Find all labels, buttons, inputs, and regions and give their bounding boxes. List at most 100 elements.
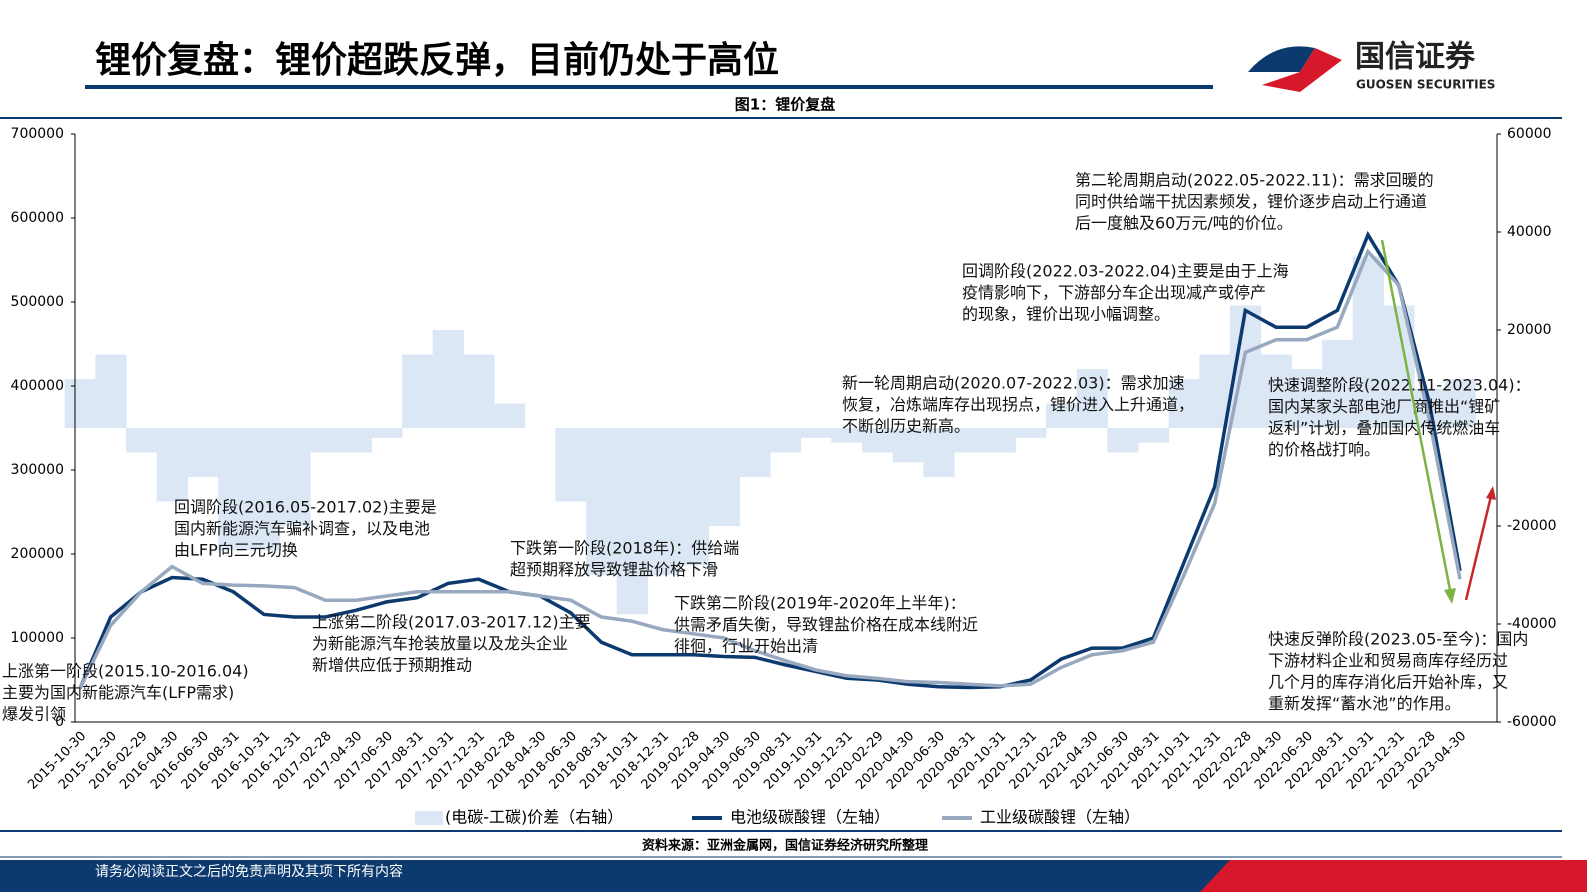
spread-bar — [954, 428, 986, 453]
annotation: 回调阶段(2016.05-2017.02)主要是 — [174, 498, 437, 517]
spread-bar — [310, 428, 342, 453]
spread-bar — [1444, 379, 1476, 428]
annotation: 上涨第一阶段(2015.10-2016.04) — [2, 662, 249, 681]
annotation: 第二轮周期启动(2022.05-2022.11)：需求回暖的 — [1075, 171, 1434, 190]
legend-swatch — [415, 811, 443, 825]
annotation: 上涨第二阶段(2017.03-2017.12)主要 — [312, 613, 591, 632]
footer-accent — [1200, 860, 1587, 892]
spread-bar — [187, 428, 219, 477]
annotation: 几个月的库存消化后开始补库，又 — [1268, 673, 1508, 692]
spread-bar — [1107, 428, 1139, 453]
annotation: 不断创历史新高。 — [842, 417, 970, 436]
spread-bar — [800, 428, 832, 438]
annotation: 回调阶段(2022.03-2022.04)主要是由于上海 — [962, 262, 1289, 281]
annotation: 返利”计划，叠加国内传统燃油车 — [1268, 419, 1500, 438]
figure-title: 图1：锂价复盘 — [735, 96, 835, 114]
annotation: 由LFP向三元切换 — [174, 541, 298, 560]
y-tick-label: 700000 — [11, 126, 64, 142]
y-tick-label: 100000 — [11, 630, 64, 646]
legend-label: 电池级碳酸锂（左轴） — [730, 808, 890, 827]
annotation: 爆发引领 — [2, 705, 66, 724]
spread-bar — [1015, 428, 1047, 438]
plot: 0 100000 200000 300000 400000 500000 600000 700… — [2, 126, 1557, 793]
spread-bar — [739, 428, 771, 477]
y-tick-label: 500000 — [11, 294, 64, 310]
disclaimer: 请务必阅读正文之后的免责声明及其项下所有内容 — [95, 863, 403, 880]
annotation: 的价格战打响。 — [1268, 440, 1380, 459]
spread-bar — [340, 428, 372, 453]
y2-tick-label: -20000 — [1507, 518, 1557, 534]
annotation: 超预期释放导致锂盐价格下滑 — [510, 560, 718, 579]
price-line — [78, 230, 1462, 690]
spread-bar — [402, 354, 434, 428]
annotation: 国内新能源汽车骗补调查，以及电池 — [174, 519, 430, 538]
page-title: 锂价复盘：锂价超跌反弹，目前仍处于高位 — [95, 39, 779, 81]
annotation: 新一轮周期启动(2020.07-2022.03)：需求加速 — [842, 374, 1185, 393]
spread-bar — [279, 428, 311, 526]
price-line — [78, 248, 1462, 690]
annotation: 的现象，锂价出现小幅调整。 — [962, 305, 1170, 324]
spread-bar — [64, 379, 96, 428]
spread-bar — [555, 428, 587, 502]
y-tick-label: 0 — [55, 714, 64, 730]
spread-bar — [218, 428, 250, 551]
annotation: 疫情影响下，下游部分车企出现减产或停产 — [962, 283, 1266, 302]
logo-mark — [1248, 46, 1315, 72]
spread-bar — [248, 428, 280, 551]
spread-bar — [1352, 256, 1384, 428]
annotation: 下跌第二阶段(2019年-2020年上半年)： — [674, 594, 966, 613]
annotation: 同时供给端干扰因素频发，锂价逐步启动上行通道 — [1075, 192, 1427, 211]
y-tick-label: 600000 — [11, 210, 64, 226]
y2-tick-label: -60000 — [1507, 714, 1557, 730]
spread-bar — [678, 428, 710, 566]
spread-bar — [708, 428, 740, 526]
title-rule — [85, 85, 1213, 89]
spread-bar — [984, 428, 1016, 453]
annotation: 国内某家头部电池厂商推出“锂矿 — [1268, 397, 1500, 416]
y-tick-label: 400000 — [11, 378, 64, 394]
spread-bar — [1291, 369, 1323, 428]
logo-en: GUOSEN SECURITIES — [1356, 78, 1495, 92]
source: 资料来源：亚洲金属网，国信证券经济研究所整理 — [642, 838, 928, 854]
annotation: 新增供应低于预期推动 — [312, 656, 472, 675]
annotation: 后一度触及60万元/吨的价位。 — [1075, 214, 1293, 233]
arrow-up — [1464, 491, 1494, 601]
legend-label: (电碳-工碳)价差（右轴） — [445, 808, 623, 827]
annotation: 供需矛盾失衡，导致锂盐价格在成本线附近 — [674, 615, 978, 634]
spread-bar — [371, 428, 403, 438]
spread-bar — [1168, 379, 1200, 428]
annotation: 下跌第一阶段(2018年)：供给端 — [510, 539, 739, 558]
spread-bar — [1322, 339, 1354, 428]
logo-cn: 国信证券 — [1355, 40, 1476, 75]
annotation: 恢复，冶炼端库存出现拐点，锂价进入上升通道， — [842, 395, 1194, 414]
annotation: 为新能源汽车抢装放量以及龙头企业 — [312, 634, 568, 653]
spread-bar — [770, 428, 802, 453]
y2-tick-label: 40000 — [1507, 224, 1552, 240]
spread-bar — [463, 354, 495, 428]
spread-bar — [831, 428, 863, 443]
y-tick-label: 200000 — [11, 546, 64, 562]
annotation: 下游材料企业和贸易商库存经历过 — [1268, 651, 1508, 670]
y2-tick-label: -40000 — [1507, 616, 1557, 632]
spread-bar — [1076, 369, 1108, 428]
spread-bar — [862, 428, 894, 453]
spread-bar — [494, 403, 526, 428]
spread-bar — [1138, 428, 1170, 443]
legend-label: 工业级碳酸锂（左轴） — [980, 808, 1140, 827]
spread-bar — [156, 428, 188, 502]
spread-bar — [432, 330, 464, 428]
logo-mark — [1262, 48, 1342, 92]
annotation: 主要为国内新能源汽车(LFP需求) — [2, 683, 234, 702]
y2-tick-label: 60000 — [1507, 126, 1552, 142]
arrow-down — [1380, 239, 1454, 601]
annotation: 徘徊，行业开始出清 — [674, 637, 818, 656]
spread-bar — [616, 428, 648, 615]
annotation: 快速反弹阶段(2023.05-至今)：国内 — [1268, 630, 1528, 649]
spread-bar — [892, 428, 924, 463]
spread-bar — [1046, 403, 1078, 428]
y2-tick-label: 20000 — [1507, 322, 1552, 338]
spread-bar — [586, 428, 618, 575]
spread-bar — [126, 428, 158, 453]
